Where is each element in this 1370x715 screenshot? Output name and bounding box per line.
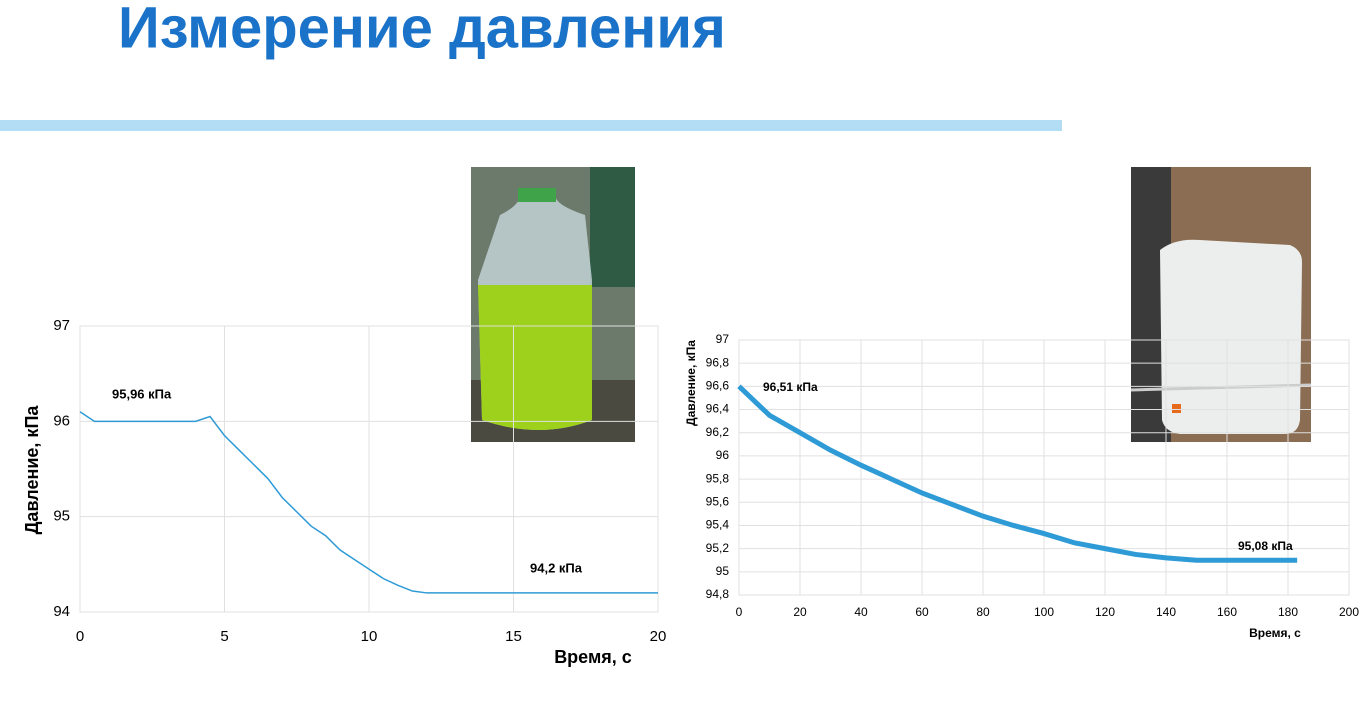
y-tick-label: 96,6: [706, 379, 730, 393]
y-tick-label: 96: [716, 448, 730, 462]
y-tick-label: 95: [53, 508, 70, 525]
data-line: [79, 411, 658, 594]
y-tick-label: 95,8: [706, 471, 730, 485]
x-tick-label: 20: [650, 628, 667, 645]
x-tick-label: 40: [854, 605, 868, 619]
title-bar: [0, 120, 1062, 131]
y-tick-label: 95,6: [706, 494, 730, 508]
x-tick-label: 180: [1278, 605, 1298, 619]
canister-photo: [1130, 167, 1312, 442]
data-line: [737, 384, 1298, 563]
y-tick-label: 96,2: [706, 425, 730, 439]
y-tick-label: 95,2: [706, 541, 730, 555]
y-axis-label: Давление, кПа: [684, 340, 698, 426]
y-tick-label: 94,8: [706, 587, 730, 601]
x-axis-label: Время, с: [1249, 626, 1301, 640]
x-axis-label: Время, с: [554, 647, 632, 667]
x-tick-label: 0: [76, 628, 84, 645]
x-tick-label: 100: [1034, 605, 1054, 619]
y-tick-label: 96,4: [706, 402, 730, 416]
x-tick-label: 15: [505, 628, 522, 645]
y-tick-label: 94: [53, 603, 70, 620]
y-tick-label: 96: [53, 412, 70, 429]
y-tick-label: 95,4: [706, 518, 730, 532]
x-tick-label: 140: [1156, 605, 1176, 619]
slide-title: Измерение давления: [118, 0, 726, 60]
annotation: 94,2 кПа: [530, 560, 583, 575]
y-tick-label: 97: [716, 332, 730, 346]
x-tick-label: 160: [1217, 605, 1237, 619]
annotation: 95,08 кПа: [1238, 539, 1293, 553]
x-tick-label: 0: [736, 605, 743, 619]
x-tick-label: 120: [1095, 605, 1115, 619]
y-tick-label: 97: [53, 317, 70, 334]
annotation: 95,96 кПа: [112, 386, 172, 401]
x-tick-label: 60: [915, 605, 929, 619]
x-tick-label: 10: [361, 628, 378, 645]
y-tick-label: 95: [716, 564, 730, 578]
x-tick-label: 20: [793, 605, 807, 619]
bottle-photo: [471, 167, 635, 442]
y-tick-label: 96,8: [706, 355, 730, 369]
x-tick-label: 80: [976, 605, 990, 619]
y-axis-label: Давление, кПа: [22, 405, 42, 535]
annotation: 96,51 кПа: [763, 380, 818, 394]
x-tick-label: 5: [220, 628, 228, 645]
x-tick-label: 200: [1339, 605, 1359, 619]
